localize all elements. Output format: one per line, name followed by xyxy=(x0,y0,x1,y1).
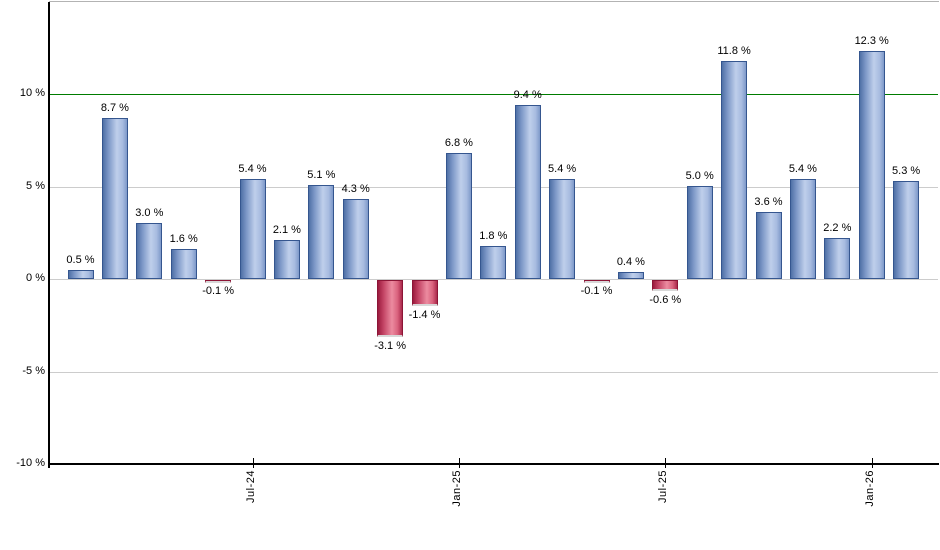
bar-2 xyxy=(136,223,163,279)
bar-value-label-0: 0.5 % xyxy=(66,254,95,266)
bar-21 xyxy=(789,179,816,279)
bar-value-label-16: 0.4 % xyxy=(616,256,645,268)
bar-value-label-7: 5.1 % xyxy=(307,169,336,181)
bar-value-label-12: 1.8 % xyxy=(479,230,508,242)
bar-5 xyxy=(239,179,266,279)
plot-top-border xyxy=(49,1,939,2)
x-tick-Jan-26 xyxy=(872,458,873,468)
x-tick-label-Jul-25: Jul-25 xyxy=(657,470,669,503)
gridline-5pct xyxy=(50,187,938,188)
bar-6 xyxy=(273,240,300,279)
bar-value-label-9: -3.1 % xyxy=(374,340,406,352)
bar-value-label-19: 11.8 % xyxy=(717,45,751,57)
bar-4 xyxy=(205,280,232,283)
y-tick-label-0: 0 % xyxy=(26,272,45,284)
bar-0 xyxy=(67,270,94,279)
x-tick-Jul-25 xyxy=(665,458,666,468)
bar-24 xyxy=(893,181,920,279)
x-tick-Jul-24 xyxy=(253,458,254,468)
bar-value-label-6: 2.1 % xyxy=(272,224,301,236)
x-tick-label-Jan-26: Jan-26 xyxy=(864,470,876,507)
gridline-0pct xyxy=(50,279,938,280)
y-axis-spine xyxy=(48,2,50,468)
bar-7 xyxy=(308,185,335,279)
bar-value-label-17: -0.6 % xyxy=(649,294,682,306)
bar-14 xyxy=(549,179,576,279)
bar-8 xyxy=(342,199,369,279)
bar-value-label-18: 5.0 % xyxy=(685,170,714,182)
bar-value-label-15: -0.1 % xyxy=(580,285,613,297)
bar-value-label-4: -0.1 % xyxy=(202,285,234,297)
x-tick-Jan-25 xyxy=(459,458,460,468)
bar-value-label-23: 12.3 % xyxy=(854,35,889,47)
bar-value-label-24: 5.3 % xyxy=(892,165,921,177)
bar-value-label-13: 9.4 % xyxy=(513,89,542,101)
bar-11 xyxy=(445,153,472,279)
x-tick-label-Jul-24: Jul-24 xyxy=(245,470,257,503)
y-tick-label--10: -10 % xyxy=(16,457,45,469)
bar-value-label-22: 2.2 % xyxy=(823,222,852,234)
bar-value-label-8: 4.3 % xyxy=(341,183,370,195)
gridline--5pct xyxy=(50,372,938,373)
bar-16 xyxy=(617,272,644,279)
bar-20 xyxy=(755,212,782,279)
bar-value-label-3: 1.6 % xyxy=(169,233,198,245)
bar-1 xyxy=(101,118,128,279)
bar-value-label-21: 5.4 % xyxy=(788,163,817,175)
bar-13 xyxy=(514,105,541,279)
y-tick-label-5: 5 % xyxy=(26,180,45,192)
bar-19 xyxy=(721,61,748,279)
bar-23 xyxy=(858,51,885,279)
bar-value-label-5: 5.4 % xyxy=(238,163,267,175)
bar-22 xyxy=(824,238,851,279)
bar-10 xyxy=(411,280,438,306)
x-tick-label-Jan-25: Jan-25 xyxy=(451,470,463,507)
bar-12 xyxy=(480,246,507,279)
bar-17 xyxy=(652,280,679,291)
bar-value-label-10: -1.4 % xyxy=(408,309,441,321)
x-axis-line xyxy=(48,463,939,465)
reference-line-10pct xyxy=(50,94,938,95)
bar-value-label-20: 3.6 % xyxy=(754,196,783,208)
bar-18 xyxy=(686,186,713,279)
bar-value-label-14: 5.4 % xyxy=(548,163,577,175)
bar-value-label-1: 8.7 % xyxy=(100,102,129,114)
bar-value-label-2: 3.0 % xyxy=(135,207,164,219)
y-tick-label--5: -5 % xyxy=(22,365,45,377)
bar-15 xyxy=(583,280,610,283)
y-tick-label-10: 10 % xyxy=(19,87,45,99)
bar-value-label-11: 6.8 % xyxy=(444,137,473,149)
bar-9 xyxy=(377,280,404,337)
bar-3 xyxy=(170,249,197,279)
